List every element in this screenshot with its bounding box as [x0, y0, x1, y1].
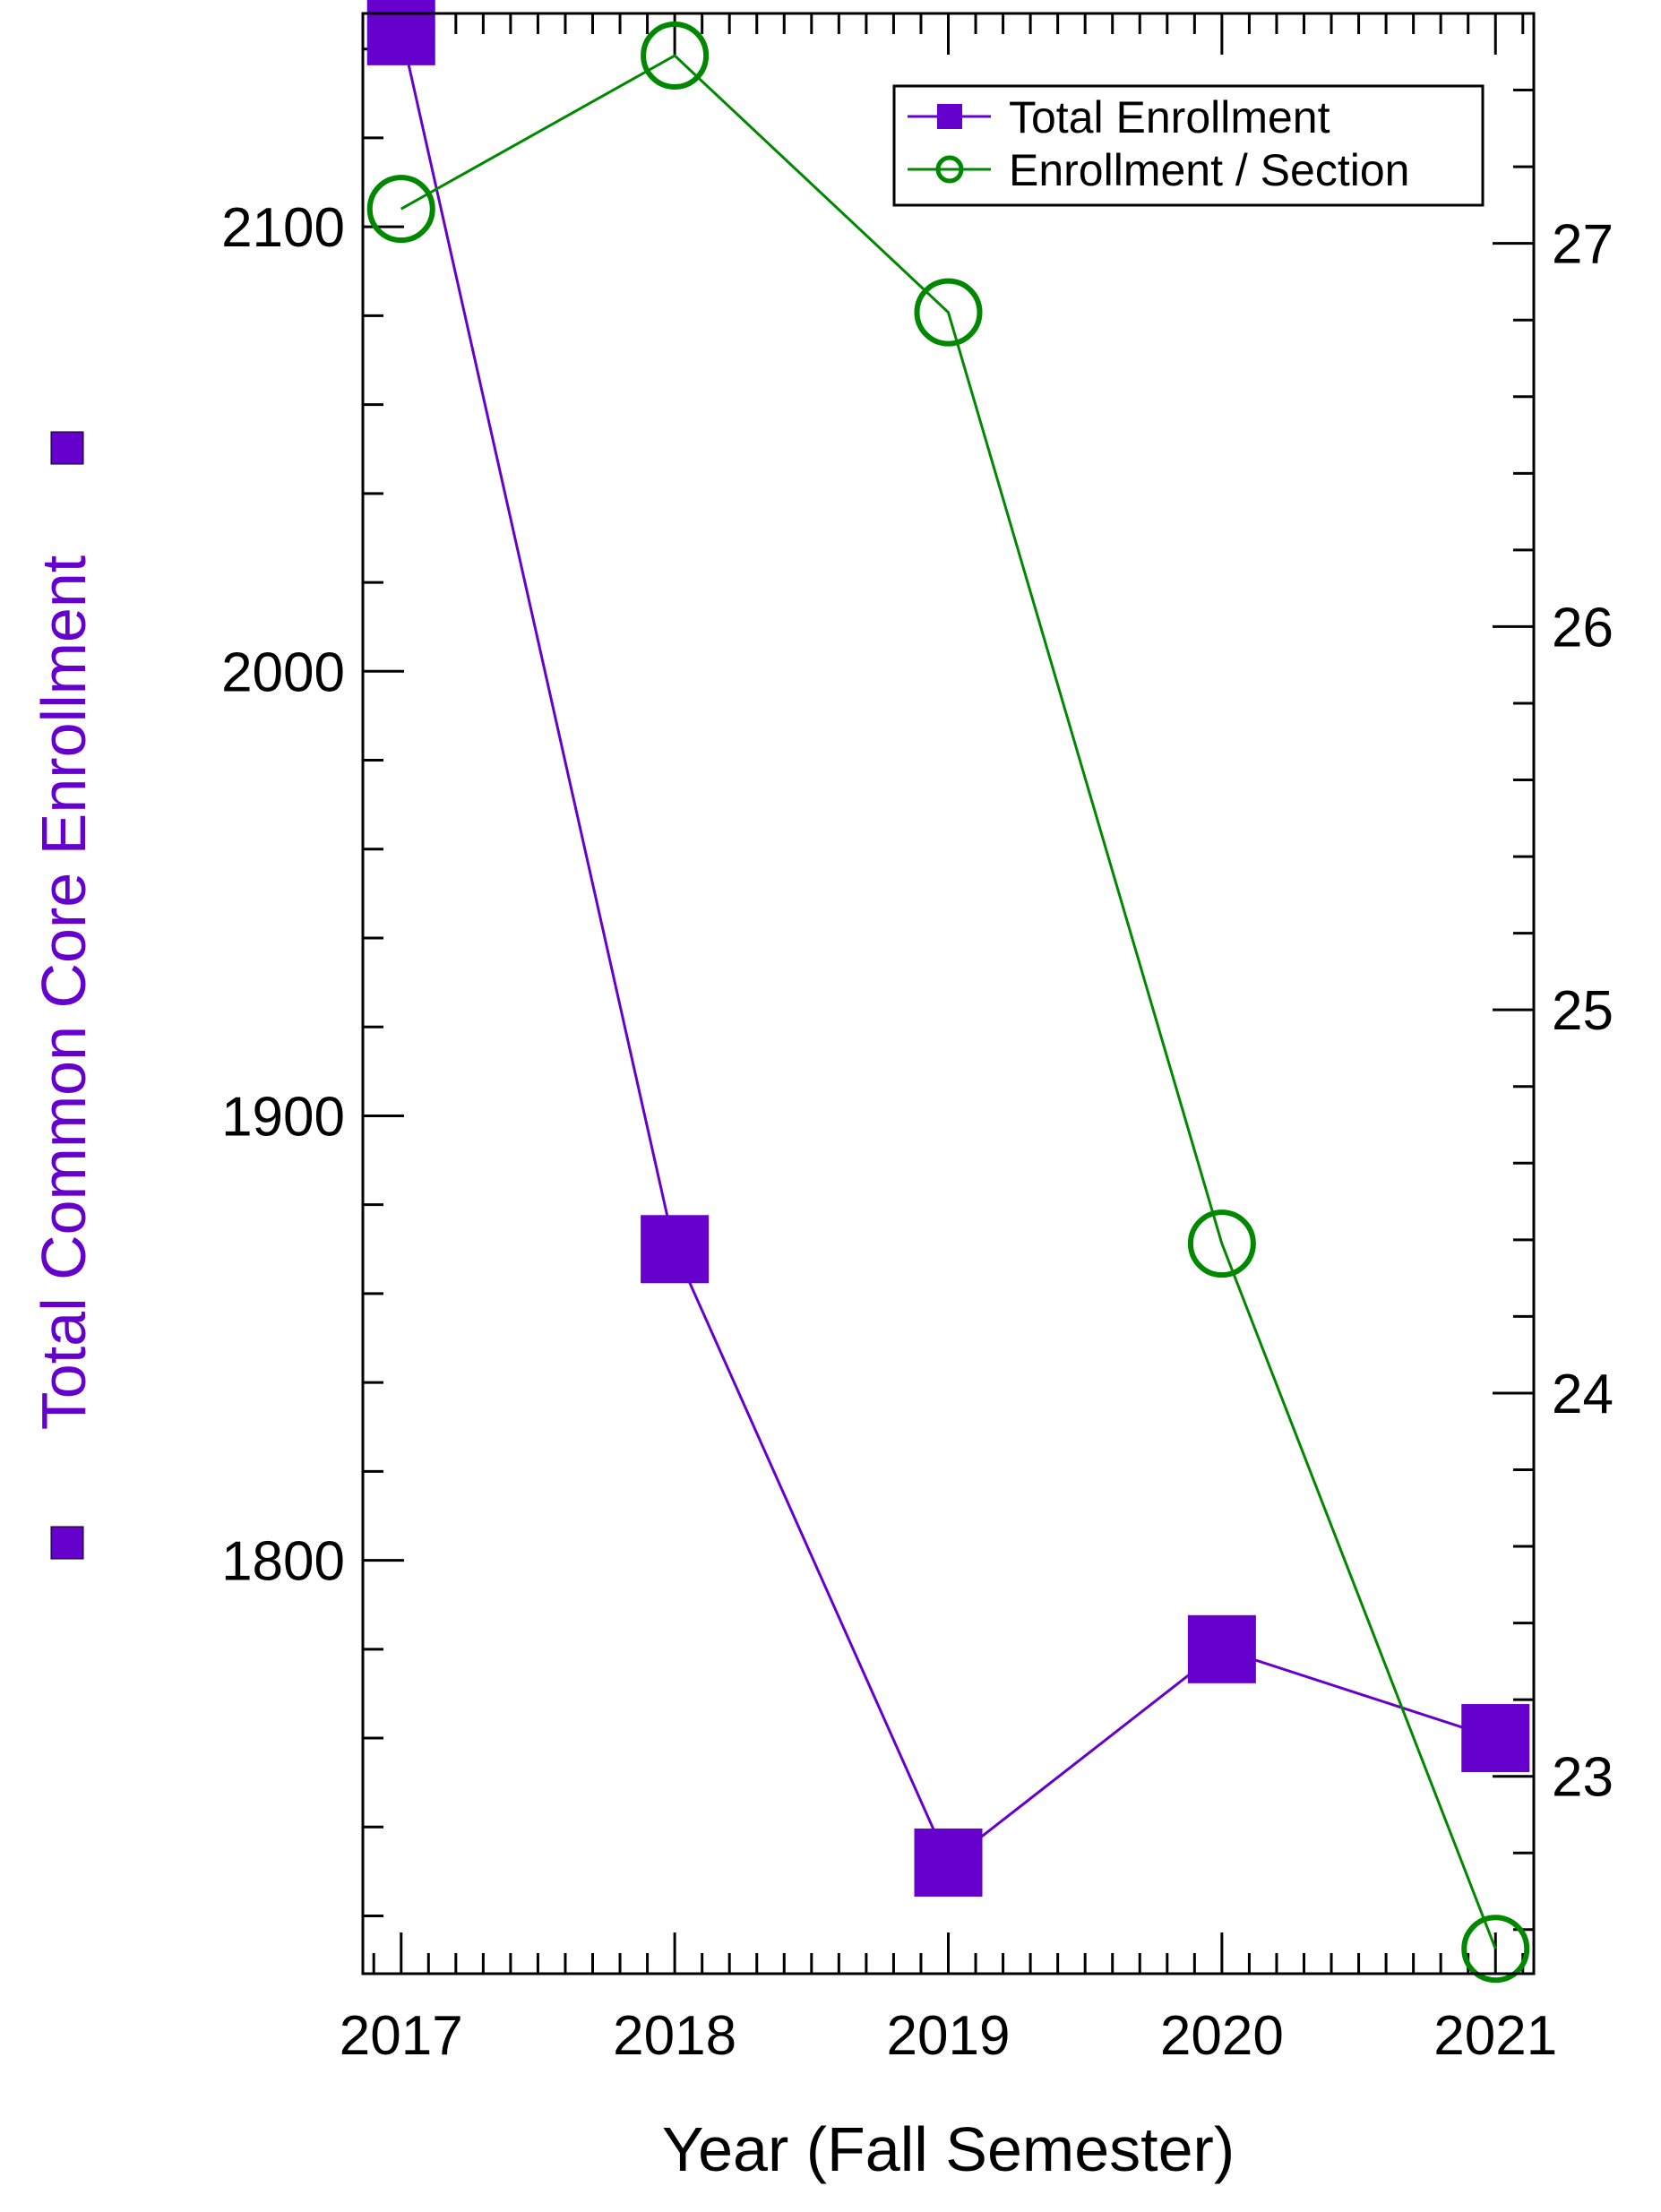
legend-box [892, 84, 1485, 207]
y-left-tick-label: 1900 [221, 1086, 345, 1148]
minor-ticks [363, 12, 1534, 1974]
series-layer [366, 0, 1530, 1984]
plot-frame [361, 12, 1536, 1975]
data-point-total-enrollment [1461, 1704, 1530, 1773]
y-axis-label-marker-top [50, 431, 84, 465]
y-left-tick-label: 1800 [221, 1531, 345, 1593]
legend-label-enrollment-per-section: Enrollment / Section [1009, 145, 1409, 195]
y-axis-label-left: Total Common Core Enrollment [29, 555, 99, 1430]
y-left-tick-labels: 1800 1900 2000 2100 [221, 197, 345, 1592]
data-point-enrollment-section [366, 175, 435, 244]
major-ticks [363, 13, 1534, 1974]
y-right-tick-labels: 23 24 25 26 27 [1552, 214, 1614, 1809]
y-right-tick-label: 23 [1552, 1747, 1614, 1809]
series-line-enrollment-section [400, 54, 1497, 1949]
x-tick-label: 2021 [1433, 2005, 1557, 2067]
y-right-tick-label: 24 [1552, 1364, 1614, 1425]
y-right-tick-label: 26 [1552, 597, 1614, 658]
x-axis-label: Year (Fall Semester) [662, 2114, 1235, 2184]
y-right-tick-label: 27 [1552, 214, 1614, 276]
data-point-total-enrollment [366, 0, 435, 65]
data-point-total-enrollment [914, 1828, 983, 1897]
legend-marker-total-enrollment [937, 104, 962, 129]
data-point-enrollment-section [641, 22, 710, 90]
y-left-tick-label: 2100 [221, 197, 345, 259]
data-point-enrollment-section [1187, 1209, 1256, 1278]
x-tick-label: 2018 [613, 2005, 736, 2067]
y-right-tick-label: 25 [1552, 980, 1614, 1042]
data-point-enrollment-section [914, 278, 983, 347]
data-point-enrollment-section [1461, 1915, 1530, 1984]
data-point-total-enrollment [641, 1215, 710, 1284]
x-tick-label: 2017 [340, 2005, 463, 2067]
y-axis-label-marker-bottom [50, 1526, 84, 1560]
legend: Total Enrollment Enrollment / Section [892, 84, 1485, 207]
series-line-total-enrollment [400, 30, 1496, 1865]
x-tick-label: 2020 [1160, 2005, 1284, 2067]
x-tick-labels: 2017 2018 2019 2020 2021 [340, 2005, 1557, 2067]
legend-marker-enrollment-per-section [935, 155, 964, 184]
x-tick-label: 2019 [887, 2005, 1011, 2067]
data-point-total-enrollment [1187, 1614, 1256, 1683]
y-axis-label-group: Total Common Core Enrollment [29, 431, 99, 1560]
y-left-tick-label: 2000 [221, 641, 345, 703]
legend-label-total-enrollment: Total Enrollment [1009, 92, 1330, 142]
